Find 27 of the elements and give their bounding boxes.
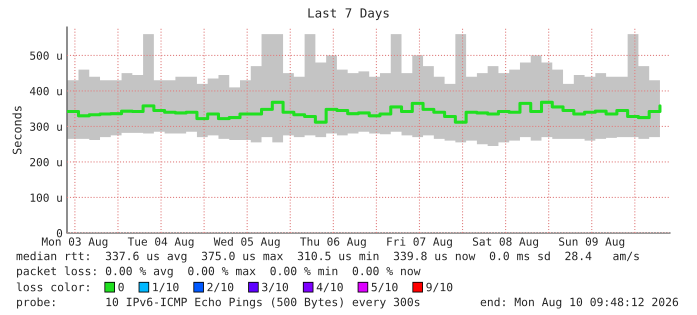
legend-label: 2/10 (207, 282, 234, 292)
y-tick-label: 100 u (30, 193, 62, 202)
chart-title: Last 7 Days (308, 8, 389, 20)
text: probe: 10 IPv6-ICMP Echo Pings (500 Bytes) every 300s (17, 297, 420, 309)
x-tick-label: Fri 07 Aug (387, 237, 452, 248)
legend-title: loss color: (16, 282, 89, 292)
legend-label: 0 (118, 282, 124, 292)
text: packet loss: 0.00 % avg 0.00 % max 0.00 % min 0.00 % now (17, 266, 421, 278)
legend-label: 5/10 (372, 282, 398, 292)
legend-label: 4/10 (316, 282, 343, 292)
x-tick-label: Sat 08 Aug (472, 237, 538, 248)
legend-label: 3/10 (262, 282, 288, 292)
y-tick-label: 0 (56, 229, 62, 238)
legend-label: 1/10 (153, 282, 179, 292)
y-tick-label: 300 u (30, 122, 62, 131)
x-tick-label: Thu 06 Aug (300, 237, 366, 248)
text: median rtt: 337.6 us avg 375.0 us max 310.5 us min 339.8 us now 0.0 ms sd 28.4 am/s (16, 251, 639, 263)
y-tick-label: 500 u (30, 51, 62, 60)
x-tick-label: Sun 09 Aug (559, 237, 624, 248)
y-tick-label: 400 u (30, 86, 62, 96)
x-tick-label: Wed 05 Aug (214, 237, 280, 248)
y-axis-title: Seconds (12, 106, 22, 154)
y-tick-label: 200 u (30, 158, 62, 166)
x-tick-label: Mon 03 Aug (42, 237, 108, 248)
text: end: Mon Aug 10 09:48:12 2026 (480, 297, 678, 309)
x-tick-label: Tue 04 Aug (128, 237, 194, 248)
legend-label: 9/10 (426, 282, 452, 292)
